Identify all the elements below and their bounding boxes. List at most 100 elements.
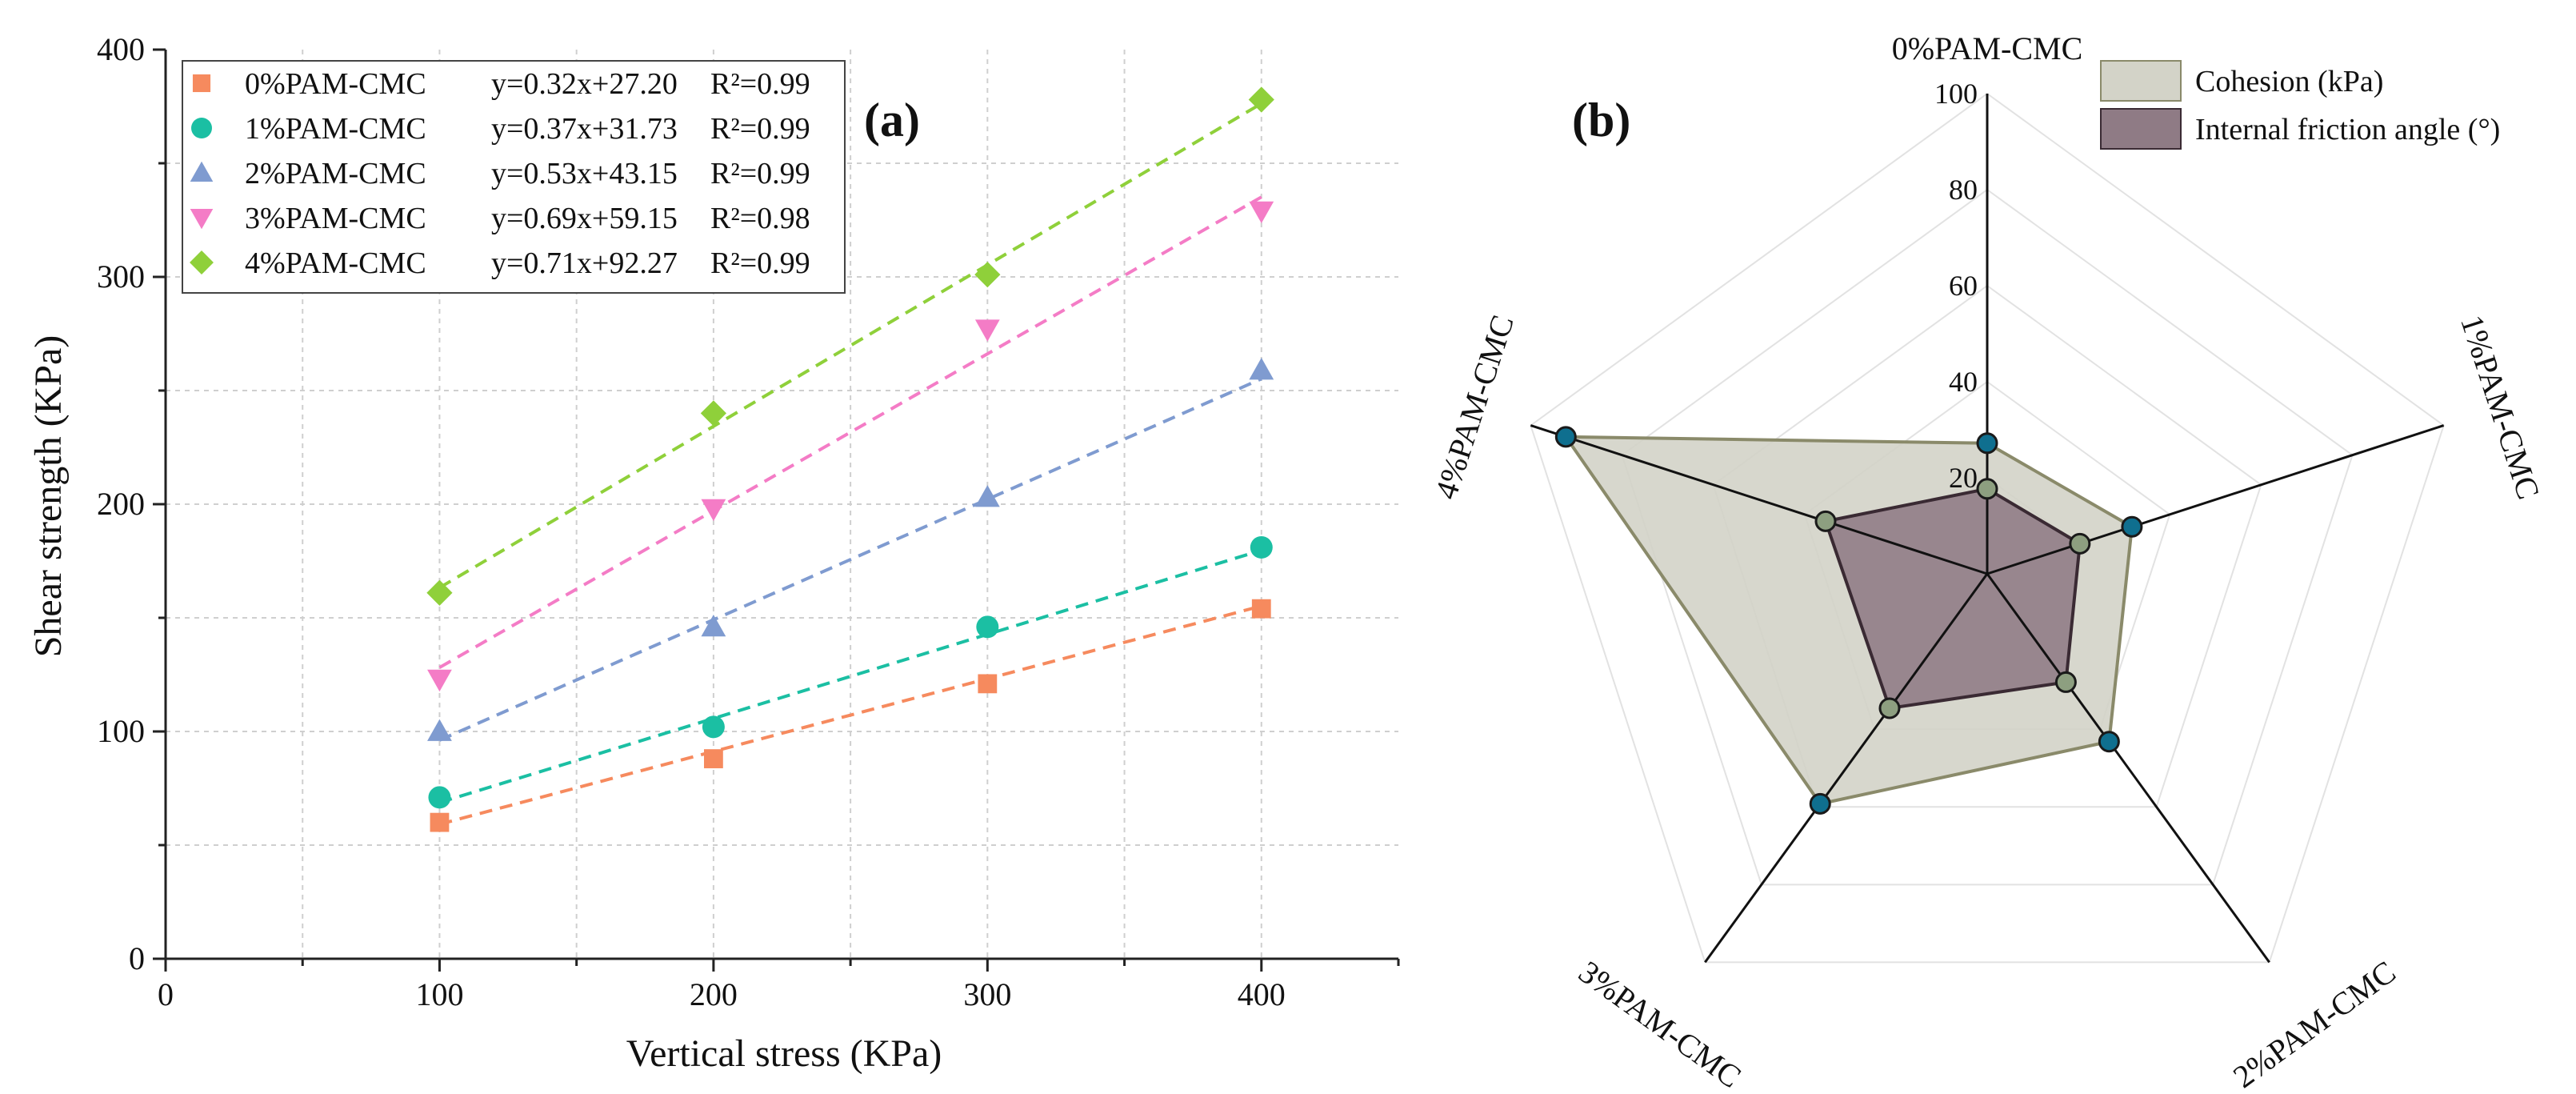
panel-label-a: (a) xyxy=(864,94,920,146)
cohesion-marker xyxy=(2121,515,2143,538)
data-point xyxy=(974,485,1000,507)
legend-marker xyxy=(192,74,211,93)
legend-fit-equation: y=0.53x+43.15 xyxy=(491,157,678,190)
legend-label-friction: Internal friction angle (°) xyxy=(2195,113,2500,146)
radar-tick-label: 20 xyxy=(1949,462,1978,494)
legend-marker xyxy=(191,118,212,138)
y-tick-label: 0 xyxy=(129,940,145,976)
legend-box xyxy=(182,60,846,294)
legend-series-name: 2%PAM-CMC xyxy=(245,157,426,190)
y-tick-label: 100 xyxy=(97,713,145,749)
fit-line xyxy=(438,604,1262,826)
data-points xyxy=(426,86,1274,832)
data-point xyxy=(700,400,726,427)
data-point xyxy=(1251,599,1271,619)
legend-r-squared: R²=0.99 xyxy=(710,157,810,190)
panel-label-b: (b) xyxy=(1572,94,1630,146)
cohesion-marker xyxy=(1554,426,1577,448)
fit-line xyxy=(438,102,1262,590)
x-tick-label: 0 xyxy=(158,976,174,1012)
legend-fit-equation: y=0.32x+27.20 xyxy=(491,67,678,101)
legend-series-name: 0%PAM-CMC xyxy=(245,67,426,101)
legend-swatch-friction xyxy=(2100,108,2182,150)
radar-axis-label: 0%PAM-CMC xyxy=(1892,30,2083,66)
legend-label-cohesion: Cohesion (kPa) xyxy=(2195,65,2383,98)
radar-markers xyxy=(1554,426,2143,815)
friction-marker xyxy=(1878,697,1901,719)
data-point xyxy=(430,812,450,832)
legend-marker xyxy=(190,250,214,275)
y-tick-label: 400 xyxy=(97,31,145,67)
legend-series-name: 4%PAM-CMC xyxy=(245,246,426,280)
friction-marker xyxy=(1814,510,1837,532)
fit-line xyxy=(438,548,1262,804)
legend-fit-equation: y=0.37x+31.73 xyxy=(491,112,678,146)
cohesion-marker xyxy=(1809,792,1831,815)
radar-tick-label: 60 xyxy=(1949,270,1978,302)
radar-axis-label: 2%PAM-CMC xyxy=(2226,953,2402,1094)
fit-line xyxy=(438,195,1262,669)
tick-labels: 0 100 200 300 400 0 100 200 300 400 xyxy=(97,31,1286,1012)
y-axis-title: Shear strength (KPa) xyxy=(27,335,70,658)
legend-fit-equation: y=0.69x+59.15 xyxy=(491,202,678,235)
data-point xyxy=(974,262,1001,288)
fit-line xyxy=(438,377,1262,742)
data-point xyxy=(1248,86,1274,113)
radar-spoke xyxy=(1986,573,2270,964)
x-tick-label: 400 xyxy=(1238,976,1286,1012)
data-point xyxy=(427,669,452,692)
y-tick-label: 200 xyxy=(97,486,145,522)
legend-swatch-cohesion xyxy=(2100,60,2182,102)
legend-fit-equation: y=0.71x+92.27 xyxy=(491,246,678,280)
data-point xyxy=(976,615,999,639)
data-point xyxy=(702,715,725,739)
legend: 0%PAM-CMC y=0.32x+27.20 R²=0.99 1%PAM-CMC y=… xyxy=(182,60,846,294)
friction-polygon xyxy=(1823,487,2082,711)
friction-marker xyxy=(1976,478,1998,500)
legend-series-name: 1%PAM-CMC xyxy=(245,112,426,146)
data-point xyxy=(427,719,452,741)
x-tick-label: 300 xyxy=(963,976,1011,1012)
legend-r-squared: R²=0.99 xyxy=(710,112,810,146)
legend-marker xyxy=(190,208,214,230)
legend-r-squared: R²=0.99 xyxy=(710,67,810,101)
data-point xyxy=(703,749,723,768)
radar-spokes xyxy=(1530,94,2445,964)
radar-axis-label: 4%PAM-CMC xyxy=(1427,311,1521,503)
radar-polygons xyxy=(1562,435,2134,806)
radar-spoke xyxy=(1530,424,1988,575)
radar-legend: Cohesion (kPa) Internal friction angle (… xyxy=(2100,60,2500,150)
fit-lines xyxy=(438,102,1262,826)
x-tick-label: 100 xyxy=(415,976,463,1012)
radar-tick-label: 100 xyxy=(1934,78,1978,110)
data-point xyxy=(426,579,453,606)
radar-grid-ring xyxy=(1530,92,2445,964)
radar-spoke xyxy=(1986,424,2445,575)
legend-series-name: 3%PAM-CMC xyxy=(245,202,426,235)
cohesion-marker xyxy=(2098,731,2120,753)
data-point xyxy=(974,319,1000,342)
legend-r-squared: R²=0.98 xyxy=(710,202,810,235)
radar-tick-label: 40 xyxy=(1949,366,1978,398)
radar-tick-labels: 20 40 60 80 100 xyxy=(1934,78,1978,494)
data-point xyxy=(1249,358,1274,380)
legend-r-squared: R²=0.99 xyxy=(710,246,810,280)
x-axis-title: Vertical stress (KPa) xyxy=(626,1032,942,1075)
data-point xyxy=(428,786,451,809)
radar-panel: 20 40 60 80 100 0%PAM-CMC 1%PAM-CMC 2%PAM-CMC 3… xyxy=(1427,30,2546,1094)
y-tick-label: 300 xyxy=(97,258,145,295)
cohesion-marker xyxy=(1976,432,1998,455)
friction-marker xyxy=(2054,671,2077,693)
legend-marker xyxy=(190,161,214,182)
data-point xyxy=(978,674,998,694)
radar-spoke xyxy=(1704,573,1989,964)
x-tick-label: 200 xyxy=(690,976,738,1012)
radar-axis-label: 1%PAM-CMC xyxy=(2454,311,2547,503)
data-point xyxy=(1249,201,1274,224)
radar-grid-ring xyxy=(1621,188,2354,886)
radar-axis-label: 3%PAM-CMC xyxy=(1572,953,1747,1094)
data-point xyxy=(701,499,726,522)
friction-marker xyxy=(2069,532,2091,555)
axes xyxy=(153,48,1400,972)
